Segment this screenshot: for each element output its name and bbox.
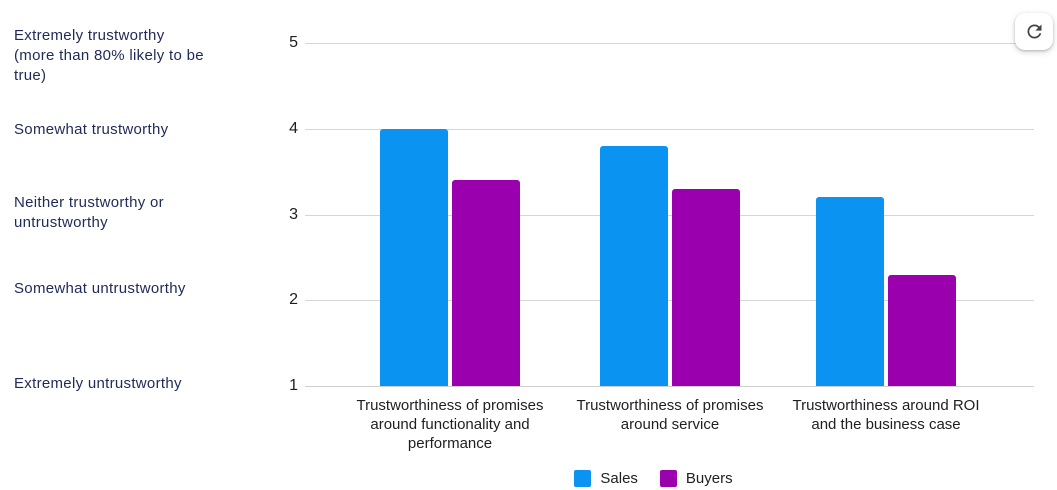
x-axis-label-3: Trustworthiness around ROI and the busin… [792,397,980,433]
bar-buyers-2[interactable] [672,188,740,386]
scale-label-2: Somewhat untrustworthy [14,280,186,297]
refresh-button[interactable] [1015,13,1053,50]
gridline-y5 [305,43,1034,44]
scale-label-4: Somewhat trustworthy [14,121,169,138]
bar-sales-2[interactable] [600,145,668,386]
bar-sales-3[interactable] [816,197,884,386]
gridline-y4 [305,128,1034,130]
x-axis-label-2: Trustworthiness of promises around servi… [576,397,764,433]
scale-label-3: Neither trustworthy or untrustworthy [14,194,164,231]
gridline-y1 [305,386,1034,387]
gridline-y3 [305,214,1034,216]
x-axis-label-1: Trustworthiness of promises around funct… [356,397,544,452]
scale-label-1: Extremely untrustworthy [14,375,182,392]
refresh-icon [1027,24,1041,39]
gridline-y2 [305,300,1034,302]
legend-swatch-buyers [659,469,677,487]
bar-sales-1[interactable] [380,128,448,386]
bar-buyers-3[interactable] [888,274,956,386]
y-axis-tick-2: 2 [289,291,298,309]
legend-item-buyers: Buyers [659,469,733,487]
y-axis-tick-4: 4 [289,119,298,137]
legend-swatch-sales [574,469,592,487]
chart-legend: Sales Buyers [302,468,1005,488]
bar-buyers-1[interactable] [452,180,520,386]
y-axis-tick-5: 5 [289,34,298,51]
legend-label-buyers: Buyers [685,469,733,487]
scale-label-5: Extremely trustworthy (more than 80% lik… [14,27,204,84]
legend-item-sales: Sales [574,469,638,487]
y-axis-tick-1: 1 [289,377,298,394]
y-axis-tick-3: 3 [289,205,298,223]
legend-label-sales: Sales [600,469,638,487]
